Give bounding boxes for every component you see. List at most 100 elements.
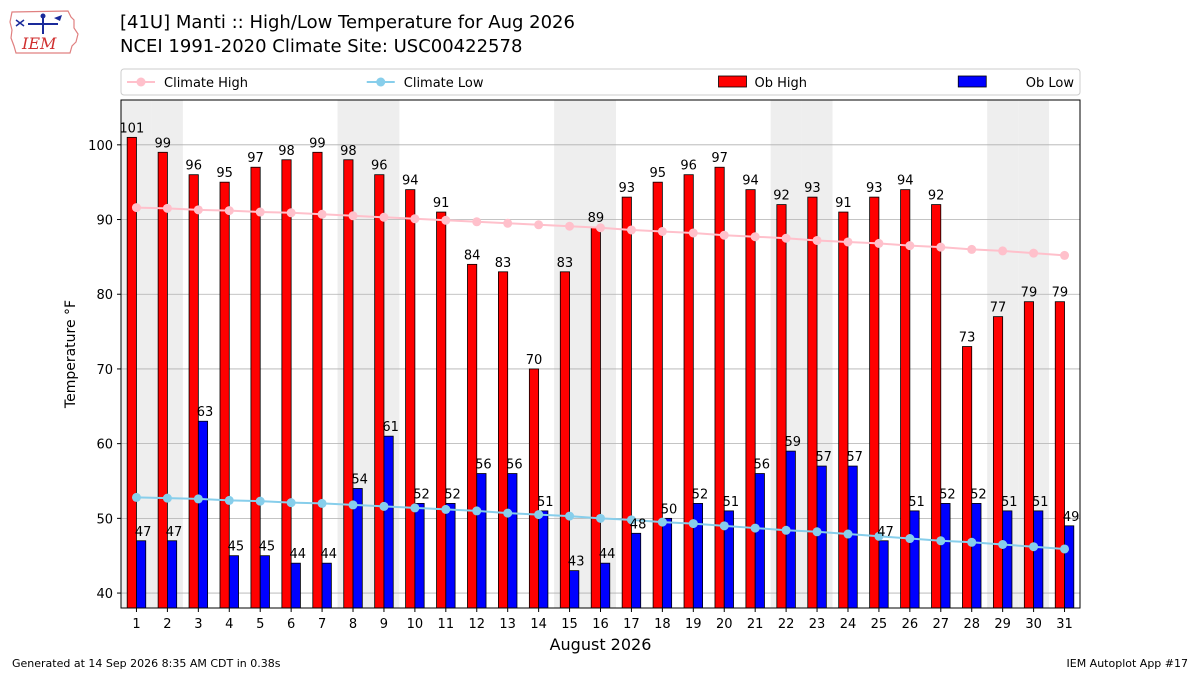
climate-low-point xyxy=(224,495,234,505)
climate-high-point xyxy=(472,217,482,227)
climate-high-point xyxy=(750,232,760,242)
climate-low-point xyxy=(255,496,265,506)
ob-high-label: 91 xyxy=(835,196,852,211)
climate-high-point xyxy=(193,205,203,215)
ob-low-bar xyxy=(228,555,239,609)
ob-low-legend-label: Ob Low xyxy=(1026,76,1075,91)
climate-high-point xyxy=(596,223,605,233)
climate-low-legend-marker xyxy=(376,77,386,87)
x-tick-label: 16 xyxy=(592,617,609,632)
ob-high-label: 95 xyxy=(649,166,666,181)
x-tick-label: 9 xyxy=(380,617,388,632)
ob-high-label: 96 xyxy=(371,159,388,174)
climate-high-point xyxy=(286,208,296,218)
ob-high-label: 94 xyxy=(402,174,419,189)
x-tick-label: 29 xyxy=(994,617,1011,632)
ob-low-bar xyxy=(383,435,394,609)
x-axis-title: August 2026 xyxy=(550,635,652,654)
ob-low-bar xyxy=(692,503,703,609)
ob-high-label: 93 xyxy=(619,181,636,196)
ob-low-label: 43 xyxy=(568,555,585,570)
ob-high-label: 99 xyxy=(309,136,326,151)
climate-high-point xyxy=(843,237,853,247)
ob-low-label: 63 xyxy=(197,405,214,420)
ob-high-bar xyxy=(1054,301,1065,609)
ob-high-label: 73 xyxy=(959,331,976,346)
climate-high-point xyxy=(812,235,822,245)
climate-high-point xyxy=(131,203,141,213)
ob-high-label: 94 xyxy=(897,174,914,189)
ob-low-label: 54 xyxy=(351,472,368,487)
ob-high-bar xyxy=(498,271,509,609)
climate-high-point xyxy=(255,207,265,217)
climate-high-point xyxy=(441,215,451,225)
climate-low-legend-label: Climate Low xyxy=(404,76,484,91)
climate-low-point xyxy=(657,517,667,527)
x-tick-label: 7 xyxy=(318,617,326,632)
ob-high-bar xyxy=(343,159,354,609)
climate-low-point xyxy=(317,498,327,508)
ob-low-bar xyxy=(414,503,425,609)
ob-low-label: 52 xyxy=(413,487,430,502)
ob-low-bar xyxy=(909,510,920,609)
climate-low-point xyxy=(286,498,296,508)
chart-title: [41U] Manti :: High/Low Temperature for … xyxy=(120,12,575,33)
ob-low-bar xyxy=(878,540,889,609)
x-tick-label: 31 xyxy=(1056,617,1073,632)
ob-high-label: 91 xyxy=(433,196,450,211)
climate-low-point xyxy=(162,493,172,503)
climate-high-point xyxy=(348,211,358,221)
x-tick-label: 25 xyxy=(871,617,888,632)
ob-low-label: 56 xyxy=(754,458,771,473)
ob-low-bar xyxy=(940,503,951,609)
ob-low-label: 57 xyxy=(846,450,863,465)
y-tick-label: 60 xyxy=(96,438,113,453)
climate-high-point xyxy=(905,241,915,251)
x-tick-label: 4 xyxy=(225,617,233,632)
ob-high-bar xyxy=(992,316,1004,609)
climate-high-point xyxy=(998,246,1008,256)
x-tick-label: 13 xyxy=(499,617,516,632)
climate-low-point xyxy=(379,501,389,511)
ob-low-label: 59 xyxy=(784,435,801,450)
ob-low-label: 45 xyxy=(228,540,245,555)
ob-low-label: 44 xyxy=(599,547,616,562)
x-tick-label: 24 xyxy=(840,617,857,632)
ob-high-bar xyxy=(281,159,292,609)
ob-high-label: 93 xyxy=(866,181,883,196)
climate-high-point xyxy=(967,244,977,254)
ob-low-label: 51 xyxy=(1001,495,1018,510)
ob-high-bar xyxy=(807,196,818,609)
ob-high-label: 96 xyxy=(680,159,697,174)
x-tick-label: 30 xyxy=(1025,617,1042,632)
climate-high-point xyxy=(503,218,513,228)
climate-low-point xyxy=(193,494,203,504)
ob-low-label: 51 xyxy=(537,495,554,510)
y-tick-label: 80 xyxy=(96,288,113,303)
ob-low-label: 52 xyxy=(692,487,709,502)
climate-high-point xyxy=(1029,248,1039,258)
ob-high-label: 92 xyxy=(928,189,945,204)
y-tick-label: 50 xyxy=(96,512,113,527)
climate-high-point xyxy=(781,233,791,243)
ob-high-label: 97 xyxy=(247,151,264,166)
ob-low-label: 61 xyxy=(382,420,399,435)
climate-low-point xyxy=(410,503,420,513)
generated-footer: Generated at 14 Sep 2026 8:35 AM CDT in … xyxy=(12,657,281,670)
x-tick-label: 22 xyxy=(778,617,795,632)
ob-high-label: 83 xyxy=(495,256,512,271)
ob-low-bar xyxy=(1033,510,1044,609)
ob-high-label: 89 xyxy=(588,211,605,226)
x-tick-label: 3 xyxy=(194,617,202,632)
ob-low-label: 52 xyxy=(970,487,987,502)
climate-high-point xyxy=(657,226,667,236)
ob-low-legend-swatch xyxy=(957,75,987,88)
ob-low-bar xyxy=(538,510,549,609)
ob-low-bar xyxy=(631,532,642,609)
ob-high-label: 84 xyxy=(464,248,481,263)
ob-low-label: 47 xyxy=(877,525,894,540)
climate-low-point xyxy=(565,511,575,521)
climate-high-point xyxy=(1060,250,1070,260)
ob-high-legend-swatch xyxy=(718,75,747,88)
